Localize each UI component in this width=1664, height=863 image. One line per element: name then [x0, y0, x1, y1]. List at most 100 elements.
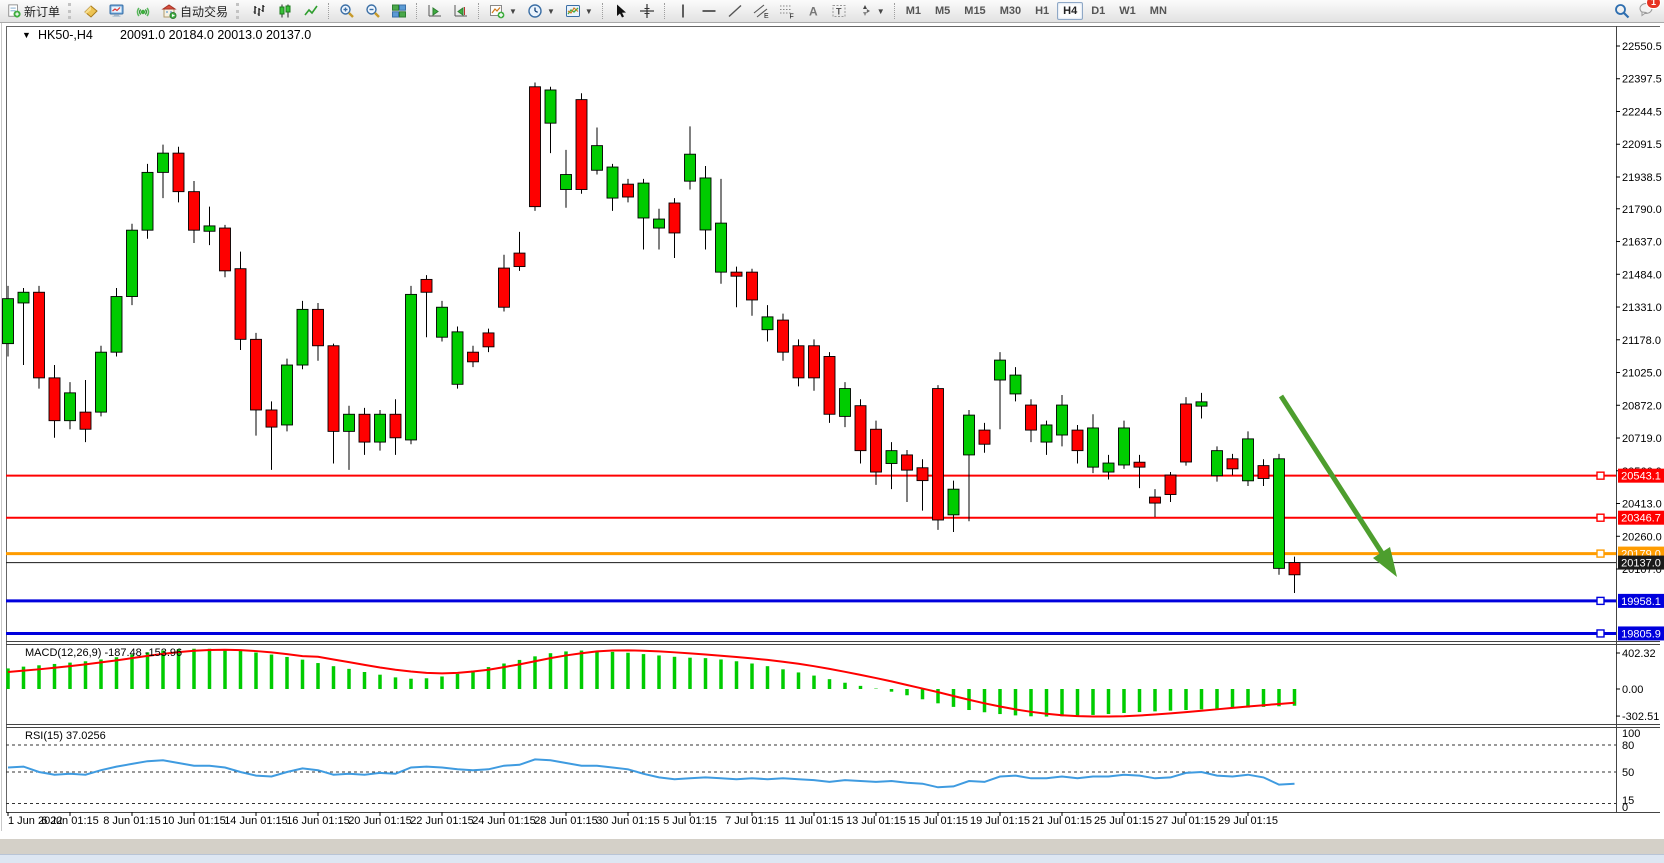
channel-tool-button[interactable]: E — [748, 0, 774, 23]
text-a-icon: A — [809, 5, 818, 19]
terminal-button[interactable] — [104, 0, 130, 23]
auto-scroll-button[interactable] — [422, 0, 448, 23]
date-axis-label: 24 Jun 01:15 — [472, 815, 536, 827]
new-order-icon — [8, 4, 21, 18]
terminal-monitor-icon — [109, 4, 124, 17]
tile-windows-icon — [392, 4, 407, 18]
crosshair-tool-button[interactable] — [634, 0, 660, 23]
dropdown-arrow-icon: ▼ — [546, 6, 555, 16]
line-chart-mode-button[interactable] — [298, 0, 324, 23]
trendline-icon — [728, 4, 742, 18]
macd-indicator-pane[interactable]: MACD(12,26,9) -187.48 -153.96 402.32 0.00 -… — [6, 647, 1659, 723]
search-icon[interactable] — [1614, 3, 1630, 19]
timeframe-button-m5[interactable]: M5 — [935, 5, 951, 17]
timeframe-button-h4[interactable]: H4 — [1057, 2, 1084, 20]
chart-shift-button[interactable] — [448, 0, 474, 23]
periods-button[interactable]: ▼ — [522, 0, 560, 23]
text-label-icon: T — [832, 5, 846, 17]
date-axis-label: 6 Jun 01:15 — [41, 815, 99, 827]
fibonacci-tool-button[interactable]: F — [774, 0, 800, 23]
svg-text:T: T — [836, 7, 842, 17]
rsi-axis-label: 80 — [1622, 740, 1634, 752]
rsi-axis-label: 0 — [1622, 802, 1628, 814]
level-price-label — [1618, 626, 1664, 641]
line-handle — [1596, 549, 1605, 558]
price-axis-label: 20719.0 — [1622, 433, 1662, 445]
level-price-label — [1618, 468, 1664, 483]
gold-book-icon — [84, 5, 98, 18]
toolbar-separator — [416, 3, 418, 19]
ohlc-values: 20091.0 20184.0 20013.0 20137.0 — [120, 28, 311, 42]
price-axis-label: 21025.0 — [1622, 368, 1662, 380]
date-axis-label: 30 Jun 01:15 — [596, 815, 660, 827]
chart-window: 22550.5 22397.5 22244.5 22091.5 21938.5 21790… — [0, 23, 1664, 863]
fibonacci-icon: F — [779, 5, 794, 20]
arrow-objects-icon — [862, 5, 870, 16]
macd-axis-label: 402.32 — [1622, 648, 1656, 660]
notifications-button[interactable]: 1 — [1638, 0, 1661, 22]
date-axis-label: 21 Jul 01:15 — [1032, 815, 1092, 827]
price-axis-label: 20413.0 — [1622, 499, 1662, 511]
timeframe-button-h1[interactable]: H1 — [1035, 5, 1050, 17]
templates-button[interactable]: ▼ — [560, 0, 598, 23]
clock-icon — [528, 4, 542, 18]
cursor-arrow-icon — [616, 4, 626, 18]
indicators-button[interactable]: ▼ — [484, 0, 522, 23]
date-axis-label: 11 Jul 01:15 — [784, 815, 843, 827]
trendline-tool-button[interactable] — [722, 0, 748, 23]
timeframe-button-w1[interactable]: W1 — [1119, 5, 1136, 17]
timeframe-button-d1[interactable]: D1 — [1091, 5, 1106, 17]
horizontal-level-lines[interactable]: 20543.120346.720179.020137.019958.119805… — [6, 468, 1664, 641]
svg-text:F: F — [789, 14, 793, 20]
bar-chart-mode-button[interactable] — [246, 0, 272, 23]
timeframe-button-m30[interactable]: M30 — [999, 5, 1022, 17]
level-price-label — [1618, 593, 1664, 608]
dropdown-arrow-icon: ▼ — [584, 6, 593, 16]
line-handle — [1596, 629, 1605, 638]
level-price-label — [1618, 555, 1664, 570]
macd-label: MACD(12,26,9) -187.48 -153.96 — [25, 647, 182, 659]
date-axis-label: 7 Jul 01:15 — [725, 815, 779, 827]
date-axis-label: 8 Jun 01:15 — [103, 815, 161, 827]
template-chart-icon — [565, 5, 580, 17]
horizontal-line-tool-button[interactable] — [696, 0, 722, 23]
market-watch-button[interactable] — [78, 0, 104, 23]
candlestick-icon — [279, 4, 291, 18]
timeframe-button-m1[interactable]: M1 — [905, 5, 921, 17]
candlestick-mode-button[interactable] — [272, 0, 298, 23]
price-chart[interactable]: 22550.5 22397.5 22244.5 22091.5 21938.5 21790… — [0, 23, 1664, 839]
timeframe-button-mn[interactable]: MN — [1149, 5, 1167, 17]
toolbar-grip — [68, 3, 75, 19]
trend-arrow-annotation[interactable] — [1278, 394, 1397, 577]
line-handle — [1596, 471, 1605, 480]
main-toolbar: 新订单 自动交易 ▼ ▼ — [0, 0, 1664, 23]
broadcast-button[interactable] — [130, 0, 156, 23]
cursor-tool-button[interactable] — [608, 0, 634, 23]
chart-shift-icon — [454, 5, 468, 17]
svg-text:20137.0: 20137.0 — [1621, 558, 1661, 570]
price-axis-label: 22397.5 — [1622, 74, 1662, 86]
timeframe-group: M1 M5 M15 M30 H1 H4 D1 W1 MN — [900, 2, 1173, 20]
vertical-line-tool-button[interactable] — [670, 0, 696, 23]
price-axis-label: 20872.0 — [1622, 400, 1662, 412]
zoom-in-button[interactable] — [334, 0, 360, 23]
date-axis-label: 20 Jun 01:15 — [348, 815, 412, 827]
timeframe-button-m15[interactable]: M15 — [964, 5, 986, 17]
price-axis-label: 21938.5 — [1622, 172, 1662, 184]
new-order-button[interactable]: 新订单 — [2, 0, 65, 23]
window-bottom-strip — [0, 854, 1664, 863]
arrows-tool-button[interactable]: ▼ — [852, 0, 890, 23]
zoom-out-button[interactable] — [360, 0, 386, 23]
macd-axis-label: -302.51 — [1622, 711, 1659, 723]
auto-scroll-icon — [428, 5, 442, 17]
text-tool-button[interactable]: A — [800, 0, 826, 23]
tile-windows-button[interactable] — [386, 0, 412, 23]
rsi-line — [7, 758, 1295, 789]
text-label-tool-button[interactable]: T — [826, 0, 852, 23]
date-axis-label: 28 Jun 01:15 — [534, 815, 598, 827]
autotrade-button[interactable]: 自动交易 — [156, 0, 233, 23]
price-axis-label: 21178.0 — [1622, 335, 1661, 347]
date-axis-label: 19 Jul 01:15 — [970, 815, 1030, 827]
